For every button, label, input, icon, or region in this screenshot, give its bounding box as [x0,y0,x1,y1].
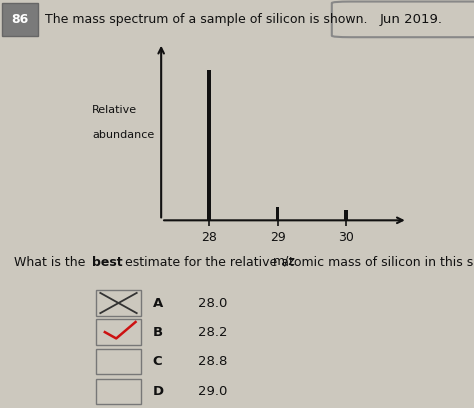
Text: 28.0: 28.0 [198,297,228,310]
Text: best: best [92,256,123,269]
Text: The mass spectrum of a sample of silicon is shown.: The mass spectrum of a sample of silicon… [45,13,367,26]
FancyBboxPatch shape [332,2,474,37]
X-axis label: m/z: m/z [273,255,296,268]
Text: 29.0: 29.0 [198,385,228,398]
Text: 86: 86 [11,13,28,26]
Bar [96,379,141,404]
Text: 28.8: 28.8 [198,355,228,368]
Text: estimate for the relative atomic mass of silicon in this sample?: estimate for the relative atomic mass of… [121,256,474,269]
Text: What is the: What is the [14,256,90,269]
Text: Relative: Relative [92,105,137,115]
Bar [96,319,141,345]
Text: A: A [153,297,163,310]
Text: abundance: abundance [92,130,155,140]
Text: 28.2: 28.2 [198,326,228,339]
Text: Jun 2019.: Jun 2019. [380,13,443,26]
Text: D: D [153,385,164,398]
Bar [207,70,211,220]
Bar [276,207,279,220]
Bar [96,348,141,374]
FancyBboxPatch shape [2,3,38,35]
Bar [96,290,141,316]
Bar [344,210,348,220]
Text: C: C [153,355,162,368]
Text: B: B [153,326,163,339]
